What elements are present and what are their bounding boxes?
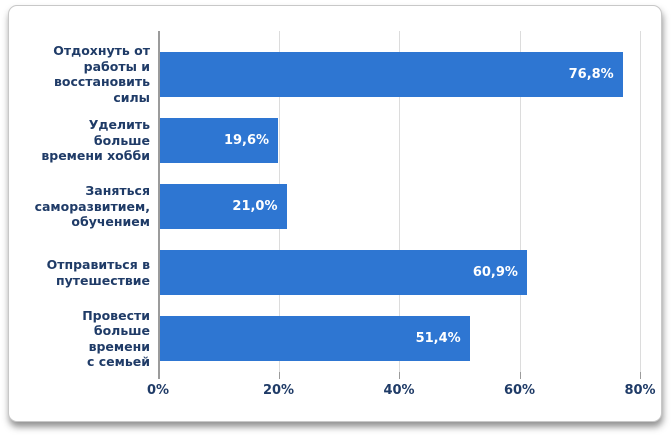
bar: 76,8% [160, 51, 623, 97]
x-tick-label: 40% [383, 383, 415, 398]
category-label-line: Провести [82, 307, 150, 323]
category-label: Отправиться в путешествие [29, 257, 158, 288]
bar-track: 19,6% [158, 117, 647, 163]
bar-track: 60,9% [158, 250, 647, 296]
value-label: 51,4% [415, 331, 461, 347]
bar-track: 76,8% [158, 51, 647, 97]
gridline-60% [519, 31, 521, 372]
category-label-line: Отдохнуть от [53, 43, 150, 59]
category-label-line: с семьей [86, 354, 150, 370]
bar-row: Заняться саморазвитием, обучением 21,0% [29, 173, 647, 239]
value-label: 19,6% [223, 132, 270, 148]
category-label: Отдохнуть от работы и восстановить силы [29, 43, 158, 105]
bar-row: Отдохнуть от работы и восстановить силы 76,8… [29, 41, 647, 107]
gridline-40% [399, 31, 400, 372]
value-label: 21,0% [232, 199, 278, 214]
category-label-line: больше времени [88, 323, 150, 354]
x-tick-40% [399, 372, 400, 379]
x-axis-tick-labels: 0% 20% 40% 60% 80% [9, 383, 663, 403]
x-tick-label: 60% [503, 383, 536, 398]
category-label-line: Заняться [85, 183, 150, 199]
bar: 51,4% [160, 316, 470, 362]
x-tick-label: 20% [262, 383, 295, 398]
x-tick-80% [640, 372, 641, 379]
category-label: Заняться саморазвитием, обучением [29, 183, 158, 230]
bar-row: Отправиться в путешествие 60,9% [29, 240, 647, 306]
category-label: Провести больше времени с семьей [29, 308, 158, 370]
bar-track: 51,4% [158, 316, 647, 362]
category-label-line: саморазвитием, [34, 198, 150, 214]
y-axis-line [158, 31, 160, 379]
category-label-line: работы и [83, 58, 150, 74]
value-label: 60,9% [472, 265, 518, 281]
bar-track: 21,0% [158, 184, 647, 229]
x-tick-20% [278, 372, 280, 379]
category-label-line: путешествие [55, 272, 150, 288]
category-label-line: восстановить [53, 74, 150, 90]
x-tick-0% [158, 372, 159, 379]
x-tick-label: 0% [146, 383, 170, 398]
x-tick-label: 80% [624, 383, 656, 398]
bar: 60,9% [160, 250, 527, 296]
x-tick-60% [519, 372, 521, 379]
gridline-80% [640, 31, 641, 372]
category-label-line: Отправиться в [46, 257, 150, 273]
category-label-line: Уделить больше [88, 117, 150, 148]
bar-row: Уделить больше времени хобби 19,6% [29, 107, 647, 173]
chart-card: Отдохнуть от работы и восстановить силы 76,8… [8, 5, 662, 422]
value-label: 76,8% [568, 66, 614, 82]
category-label: Уделить больше времени хобби [29, 117, 158, 164]
bar: 21,0% [160, 184, 287, 229]
bar-row: Провести больше времени с семьей 51,4% [29, 306, 647, 372]
bar-rows: Отдохнуть от работы и восстановить силы 76,8… [29, 41, 647, 372]
category-label-line: силы [113, 89, 150, 105]
category-label-line: обучением [71, 214, 150, 230]
bar: 19,6% [160, 117, 279, 163]
category-label-line: времени хобби [41, 148, 150, 164]
